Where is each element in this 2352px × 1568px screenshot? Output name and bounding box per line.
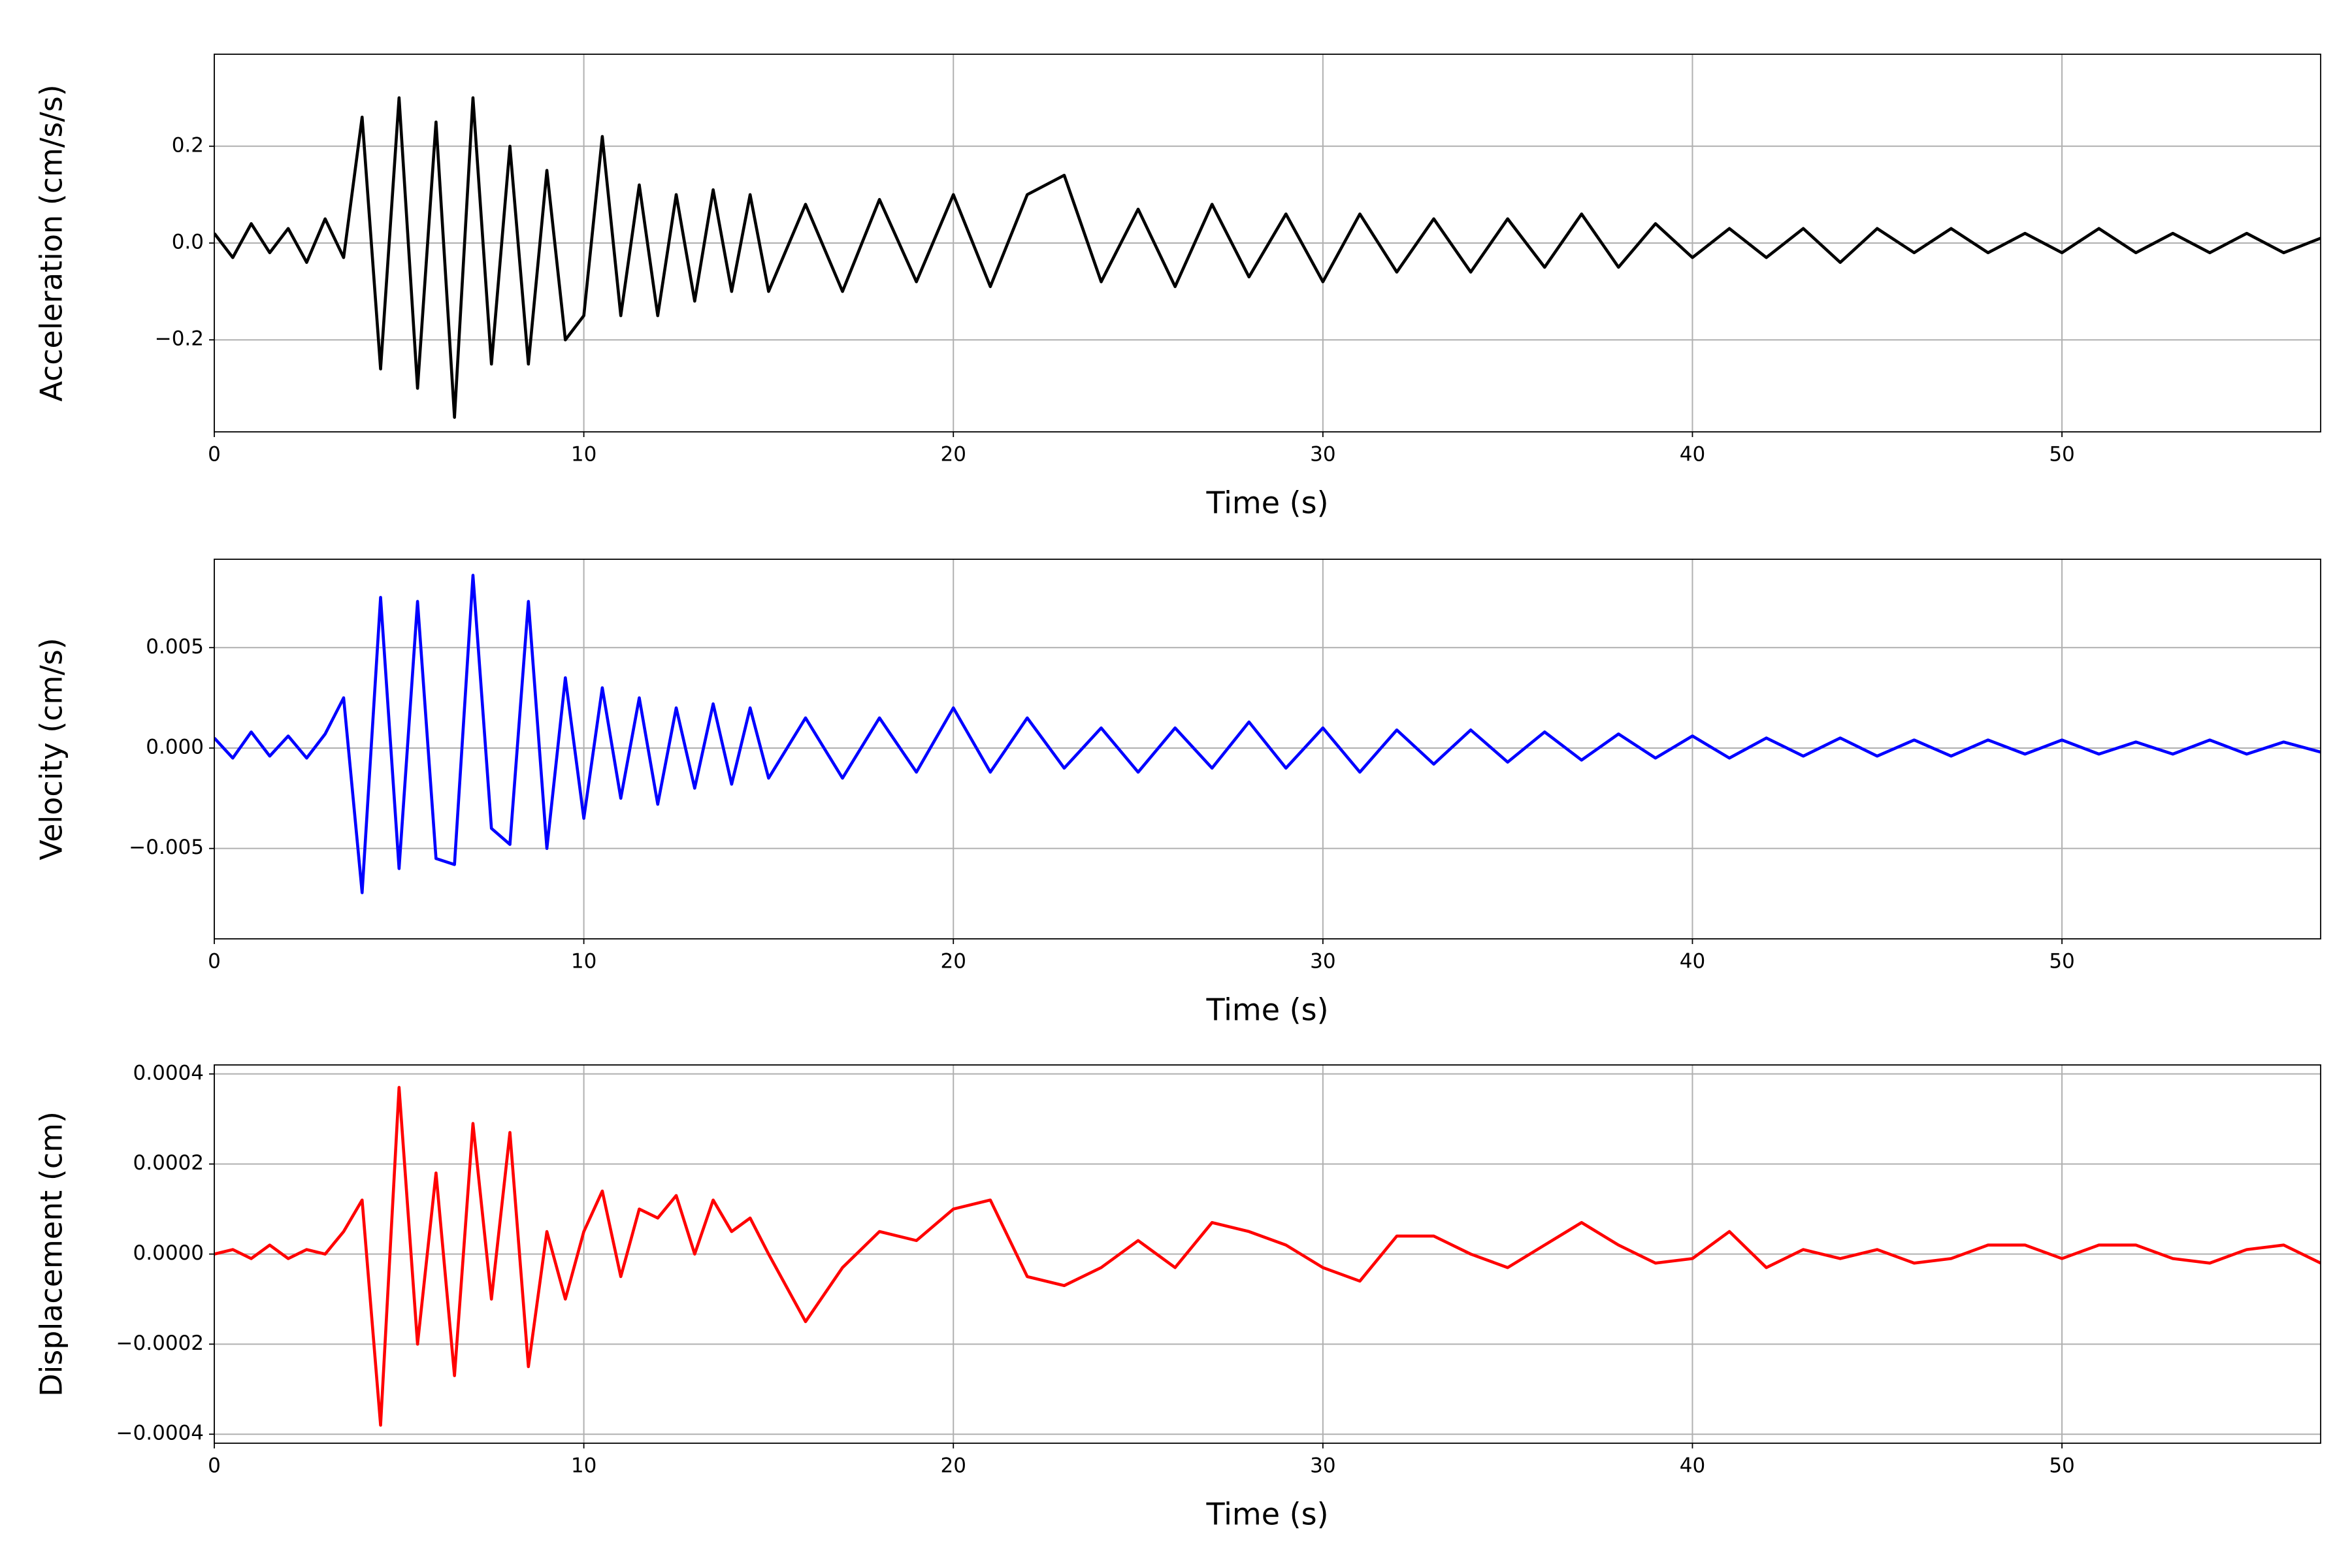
- subplot: 0 10 20 30 40 50 −0.0004 −0.0002 0.0000 0.0002 0.0…: [34, 1061, 2321, 1532]
- x-tick-label: 0: [208, 950, 221, 973]
- x-tick-label: 20: [941, 1454, 966, 1478]
- data-line: [214, 96, 2321, 419]
- x-tick-label: 50: [2049, 443, 2074, 466]
- y-tick-label: 0.000: [146, 735, 204, 759]
- y-tick-label: 0.0004: [133, 1061, 204, 1085]
- plot-area: [214, 1086, 2321, 1427]
- y-tick-label: 0.2: [172, 133, 204, 157]
- x-tick-label: 10: [571, 443, 596, 466]
- y-axis-label: Displacement (cm): [34, 1111, 69, 1397]
- x-tick-label: 20: [941, 950, 966, 973]
- plot-area: [214, 574, 2321, 894]
- x-tick-label: 30: [1310, 950, 1335, 973]
- axes-frame: [214, 559, 2321, 939]
- x-axis-label: Time (s): [1205, 1497, 1328, 1532]
- x-tick-label: 10: [571, 950, 596, 973]
- y-tick-label: −0.0004: [116, 1422, 204, 1445]
- x-tick-label: 40: [1680, 443, 1705, 466]
- x-tick-label: 30: [1310, 443, 1335, 466]
- x-tick-label: 30: [1310, 1454, 1335, 1478]
- subplot: 0 10 20 30 40 50 −0.005 0.000 0.005 Time (s) Veloc…: [34, 559, 2321, 1028]
- axes-frame: [214, 54, 2321, 433]
- y-tick-label: −0.2: [155, 327, 204, 351]
- x-axis-label: Time (s): [1205, 992, 1328, 1028]
- plot-area: [214, 96, 2321, 419]
- y-tick-label: 0.0002: [133, 1151, 204, 1175]
- axes-frame: [214, 1064, 2321, 1444]
- y-axis-label: Velocity (cm/s): [34, 638, 69, 860]
- x-tick-label: 50: [2049, 1454, 2074, 1478]
- x-tick-label: 40: [1680, 950, 1705, 973]
- x-tick-label: 50: [2049, 950, 2074, 973]
- x-tick-label: 0: [208, 1454, 221, 1478]
- y-tick-label: 0.0: [172, 231, 204, 254]
- subplot: 0 10 20 30 40 50 −0.2 0.0 0.2 Time (s) Acceleratio…: [34, 54, 2321, 521]
- y-tick-label: −0.0002: [116, 1331, 204, 1355]
- y-tick-label: 0.005: [146, 635, 204, 659]
- x-tick-label: 0: [208, 443, 221, 466]
- data-line: [214, 1086, 2321, 1427]
- y-tick-label: −0.005: [129, 836, 204, 859]
- x-tick-label: 10: [571, 1454, 596, 1478]
- y-tick-label: 0.0000: [133, 1241, 204, 1265]
- y-axis-label: Acceleration (cm/s/s): [34, 84, 69, 401]
- x-tick-label: 20: [941, 443, 966, 466]
- x-tick-label: 40: [1680, 1454, 1705, 1478]
- x-axis-label: Time (s): [1205, 485, 1328, 521]
- data-line: [214, 574, 2321, 894]
